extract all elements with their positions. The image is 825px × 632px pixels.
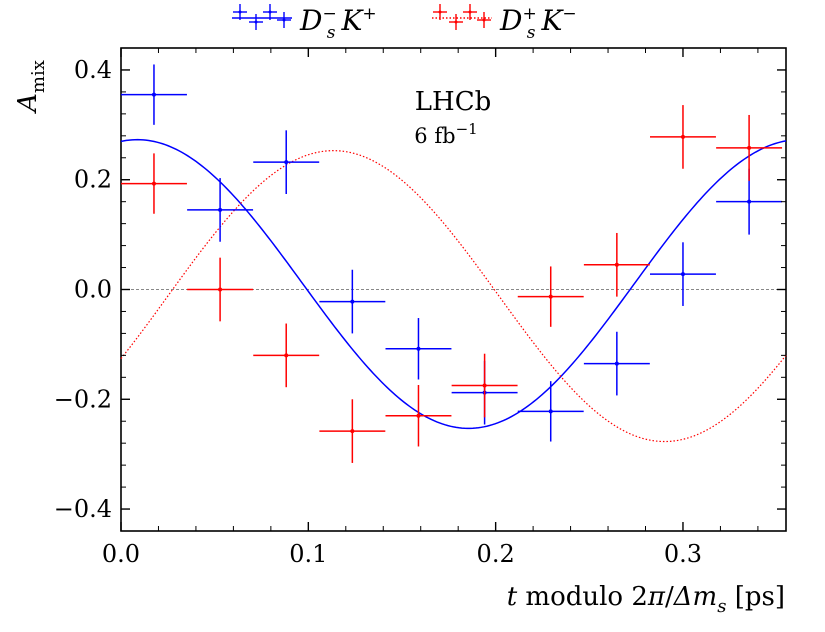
point-marker <box>284 160 289 165</box>
point-marker <box>680 134 685 139</box>
data-point <box>121 153 187 214</box>
y-axis-label: Amix <box>13 60 49 114</box>
data-point <box>517 266 584 327</box>
point-marker <box>548 294 553 299</box>
x-tick-label: 0.2 <box>477 540 515 568</box>
legend-dot <box>238 10 242 14</box>
data-point <box>716 114 783 181</box>
data-point <box>253 323 320 388</box>
y-tick-label: 0.0 <box>74 276 112 304</box>
data-point <box>650 105 716 169</box>
x-tick-label: 0.3 <box>664 540 702 568</box>
legend-dot <box>454 20 458 24</box>
point-marker <box>350 299 355 304</box>
point-marker <box>151 92 156 97</box>
series-ds-plus-k-minus <box>121 105 783 463</box>
point-marker <box>416 413 421 418</box>
y-tick-label: −0.2 <box>54 385 112 413</box>
data-point <box>385 385 452 447</box>
point-marker <box>747 199 752 204</box>
y-tick-label: 0.4 <box>74 56 112 84</box>
point-marker <box>350 429 355 434</box>
axis-titles: Amix t modulo 2π/Δms [ps] <box>13 60 785 617</box>
legend-dot <box>438 10 442 14</box>
data-point <box>583 331 650 396</box>
data-point <box>187 178 254 242</box>
data-point <box>385 318 452 380</box>
legend-dot <box>254 20 258 24</box>
legend-dot <box>468 10 472 14</box>
legend-label: D− s K+ <box>299 4 377 43</box>
data-point <box>121 64 187 125</box>
luminosity-label: 6 fb−1 <box>414 120 477 148</box>
data-point <box>187 257 254 322</box>
fit-curve-ds-minus-k-plus <box>120 138 787 430</box>
fit-curves <box>120 138 787 443</box>
point-marker <box>218 287 223 292</box>
legend: D− s K+ D+ s K− <box>232 4 577 43</box>
fit-curve-ds-plus-k-minus <box>120 150 787 443</box>
legend-dot <box>268 10 272 14</box>
data-point <box>451 353 518 418</box>
legend-symbol <box>232 4 292 30</box>
legend-entry-ds-minus-k-plus: D− s K+ <box>232 4 377 43</box>
x-axis-label: t modulo 2π/Δms [ps] <box>507 582 785 617</box>
annotations: LHCb 6 fb−1 <box>414 87 491 148</box>
point-marker <box>680 272 685 277</box>
point-marker <box>614 361 619 366</box>
point-marker <box>747 145 752 150</box>
legend-label: D+ s K− <box>499 4 577 43</box>
point-marker <box>416 346 421 351</box>
point-marker <box>482 383 487 388</box>
y-tick-label: 0.2 <box>74 166 112 194</box>
experiment-label: LHCb <box>415 87 491 117</box>
data-point <box>583 232 650 297</box>
data-point <box>253 130 320 194</box>
point-marker <box>151 181 156 186</box>
y-tick-label: −0.4 <box>54 495 112 523</box>
data-points <box>121 64 783 463</box>
point-marker <box>284 353 289 358</box>
legend-symbol <box>432 4 492 30</box>
point-marker <box>218 207 223 212</box>
data-point <box>319 399 386 463</box>
point-marker <box>614 262 619 267</box>
legend-entry-ds-plus-k-minus: D+ s K− <box>432 4 577 43</box>
x-tick-label: 0.0 <box>102 540 140 568</box>
point-marker <box>548 409 553 414</box>
axis-ticks: 0.0 0.1 0.2 0.3 −0.4 −0.2 0.0 0.2 0.4 <box>54 47 786 568</box>
data-point <box>650 242 716 306</box>
legend-dot <box>482 18 486 22</box>
data-point <box>319 269 386 334</box>
x-tick-label: 0.1 <box>289 540 327 568</box>
data-point <box>517 381 584 442</box>
legend-dot <box>282 18 286 22</box>
